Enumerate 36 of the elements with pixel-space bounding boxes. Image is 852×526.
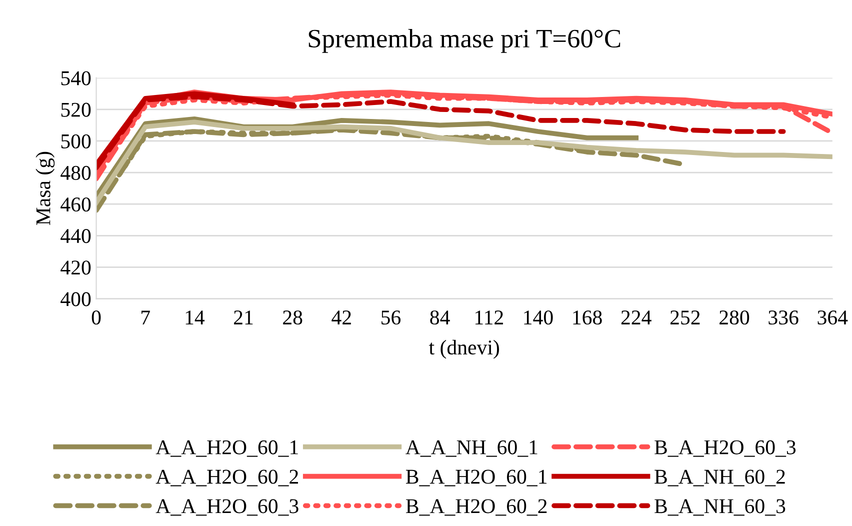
legend-label: A_A_H2O_60_1 — [156, 440, 298, 457]
x-tick-label: 140 — [524, 310, 553, 325]
y-tick-label: 520 — [61, 102, 91, 117]
x-tick-label: 7 — [142, 310, 150, 324]
legend-label: A_A_H2O_60_3 — [156, 499, 298, 516]
legend-label: A_A_H2O_60_2 — [156, 470, 298, 486]
legend-label: B_A_H2O_60_2 — [406, 499, 547, 516]
x-tick-label: 42 — [332, 310, 351, 324]
x-tick-label: 168 — [573, 310, 602, 325]
x-tick-label: 252 — [670, 310, 700, 325]
x-tick-label: 0 — [92, 310, 101, 325]
x-tick-label: 112 — [475, 310, 503, 324]
legend-label: B_A_H2O_60_1 — [406, 470, 547, 486]
y-tick-label: 440 — [60, 229, 91, 244]
chart-title: Sprememba mase pri T=60°C — [308, 28, 620, 53]
y-tick-label: 460 — [60, 197, 91, 212]
x-tick-label: 84 — [430, 310, 450, 325]
x-tick-label: 56 — [382, 310, 401, 325]
x-tick-label: 14 — [186, 310, 205, 324]
x-axis-title: t (dnevi) — [428, 340, 500, 359]
y-tick-label: 480 — [60, 166, 91, 180]
y-tick-label: 400 — [60, 292, 91, 306]
legend-label: B_A_NH_60_2 — [654, 470, 785, 486]
y-tick-label: 540 — [61, 71, 91, 86]
legend-label: B_A_NH_60_3 — [654, 499, 786, 516]
legend-label: A_A_NH_60_1 — [406, 440, 538, 457]
x-tick-label: 21 — [234, 310, 253, 324]
x-tick-label: 224 — [621, 310, 652, 324]
legend-label: B_A_H2O_60_3 — [654, 440, 796, 457]
x-tick-label: 28 — [283, 310, 302, 325]
x-tick-label: 364 — [818, 310, 848, 325]
y-axis-title: Masa (g) — [36, 152, 55, 226]
y-tick-label: 500 — [61, 134, 91, 148]
y-tick-label: 420 — [60, 260, 91, 275]
x-tick-label: 280 — [720, 310, 750, 325]
x-tick-label: 336 — [768, 310, 798, 325]
